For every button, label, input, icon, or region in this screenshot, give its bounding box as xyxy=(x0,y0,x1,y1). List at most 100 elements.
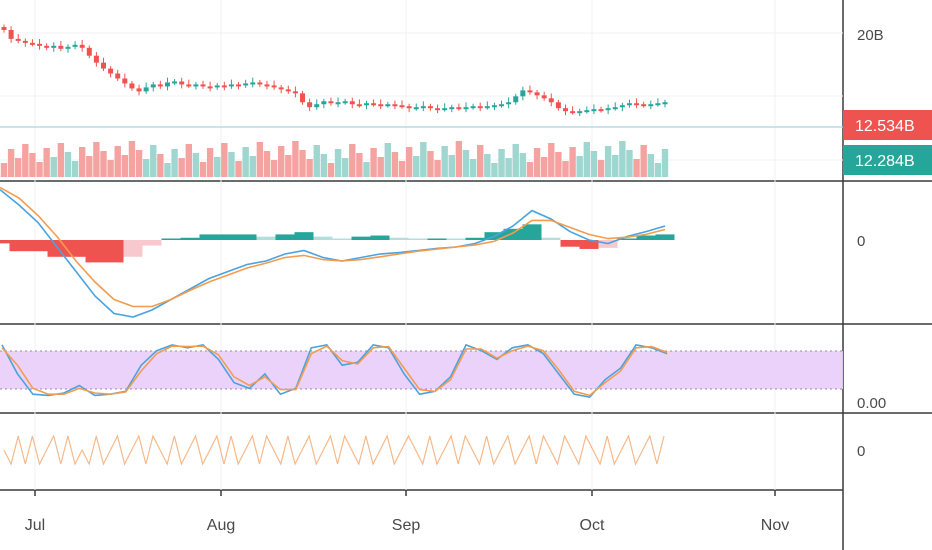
volume-bar xyxy=(640,145,647,177)
candle-body xyxy=(335,102,341,105)
volume-bar xyxy=(533,148,541,177)
time-label-oct: Oct xyxy=(580,517,605,534)
volume-bar xyxy=(548,143,555,177)
volume-bar xyxy=(455,141,463,177)
candle-body xyxy=(285,89,291,92)
price-gridlines xyxy=(0,32,843,161)
candle-body xyxy=(634,103,640,106)
candle-body xyxy=(598,109,604,112)
volume-bar xyxy=(590,151,598,177)
candle-body xyxy=(413,107,419,110)
macd-hist-bar xyxy=(294,232,314,240)
candle-body xyxy=(65,46,71,49)
macd-hist-bar xyxy=(617,238,637,240)
volume-bar xyxy=(206,148,214,177)
candle-body xyxy=(221,85,227,88)
candle-body xyxy=(207,86,213,89)
time-label-jul: Jul xyxy=(25,517,45,534)
volume-bar xyxy=(0,163,8,177)
candle-body xyxy=(442,108,448,111)
volume-bar xyxy=(540,157,548,177)
volume-bar xyxy=(150,145,157,177)
candle-body xyxy=(520,90,526,97)
volume-bars xyxy=(0,141,669,177)
candle-body xyxy=(250,82,256,85)
candle-body xyxy=(541,95,547,99)
candle-body xyxy=(655,103,661,106)
candle-body xyxy=(150,84,156,88)
time-label-sep: Sep xyxy=(392,517,421,534)
volume-bar xyxy=(242,147,249,177)
volume-bar xyxy=(86,156,93,177)
volume-bar xyxy=(214,157,221,177)
candle-body xyxy=(349,101,355,105)
candle-body xyxy=(562,108,568,112)
candle-body xyxy=(605,108,611,111)
volume-bar xyxy=(583,142,591,177)
macd-hist-bar xyxy=(655,234,675,240)
macd-hist-bar xyxy=(332,238,352,240)
volume-bar xyxy=(22,144,29,177)
macd-hist-bar xyxy=(427,238,447,240)
volume-bar xyxy=(135,150,143,177)
volume-bar xyxy=(192,153,200,177)
volume-bar xyxy=(391,152,399,177)
volume-bar xyxy=(384,143,392,177)
candle-body xyxy=(491,105,497,108)
candle-body xyxy=(22,40,28,43)
volume-bar xyxy=(441,146,448,177)
candle-body xyxy=(108,68,114,74)
candle-body xyxy=(86,47,92,56)
candle-body xyxy=(157,84,163,87)
macd-hist-bar xyxy=(636,235,656,240)
price-axis-20b: 20B xyxy=(857,27,884,44)
candle-body xyxy=(172,81,178,84)
volume-bar xyxy=(363,162,370,177)
macd-hist-bar xyxy=(446,238,466,240)
candle-body xyxy=(626,103,632,106)
volume-bar xyxy=(221,143,228,177)
macd-hist-bar xyxy=(389,237,409,240)
volume-bar xyxy=(100,151,107,177)
candle-body xyxy=(506,102,512,105)
candle-body xyxy=(591,109,597,112)
macd-hist-bar xyxy=(123,240,143,257)
volume-bar xyxy=(334,149,342,177)
volume-bar xyxy=(157,154,164,177)
candle-body xyxy=(186,84,192,87)
volume-bar xyxy=(661,149,669,177)
macd-hist-bar xyxy=(28,240,48,252)
candle-body xyxy=(136,88,142,92)
volume-bar xyxy=(93,142,100,177)
macd-hist-bar xyxy=(142,240,162,246)
candle-body xyxy=(179,81,185,85)
volume-bar xyxy=(235,161,242,177)
volume-bar xyxy=(576,156,583,177)
candle-body xyxy=(72,44,78,47)
macd-hist-bar xyxy=(370,235,390,240)
volume-bar xyxy=(448,155,455,177)
macd-hist-bar xyxy=(351,236,371,240)
macd-hist-bar xyxy=(0,240,10,244)
volume-bar xyxy=(313,145,320,177)
volume-bar xyxy=(562,161,569,177)
volume-bar xyxy=(171,149,178,177)
volume-bar xyxy=(654,163,662,177)
macd-hist-bar xyxy=(275,234,295,240)
volume-bar xyxy=(43,148,50,177)
candle-body xyxy=(264,84,270,87)
candle-body xyxy=(236,84,242,87)
volume-bar xyxy=(505,158,512,177)
candle-body xyxy=(577,111,583,114)
volume-bar xyxy=(633,159,640,177)
candle-body xyxy=(321,101,327,105)
candle-body xyxy=(427,106,433,109)
macd-hist-bar xyxy=(522,224,542,240)
candle-body xyxy=(463,107,469,110)
candle-body xyxy=(15,38,21,41)
volume-bar xyxy=(405,147,413,177)
candle-body xyxy=(51,45,57,48)
candle-body xyxy=(470,106,476,109)
stochastic-d-line xyxy=(1,345,668,397)
macd-hist-bar xyxy=(199,234,219,240)
